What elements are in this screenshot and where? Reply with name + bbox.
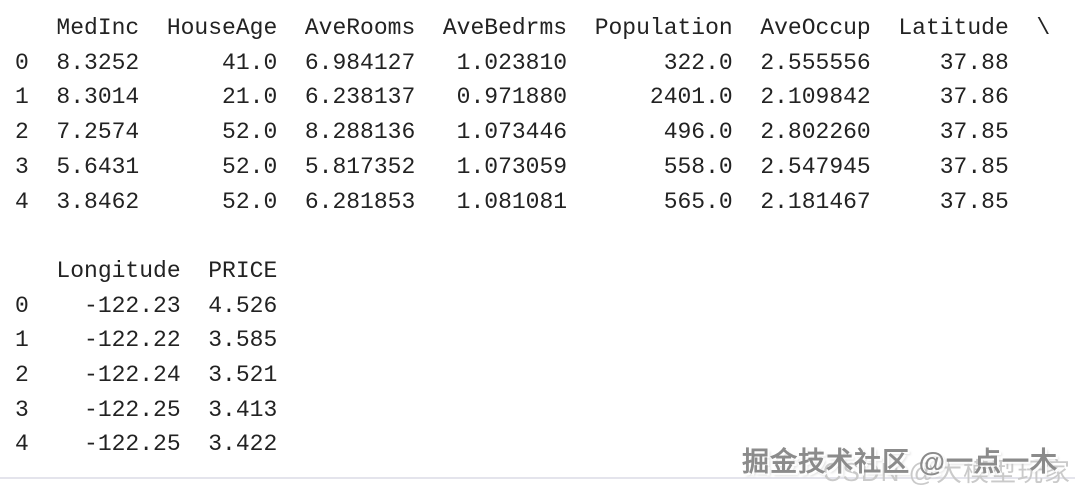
bottom-divider [0, 477, 1075, 479]
dataframe-output: MedInc HouseAge AveRooms AveBedrms Popul… [15, 15, 1051, 458]
